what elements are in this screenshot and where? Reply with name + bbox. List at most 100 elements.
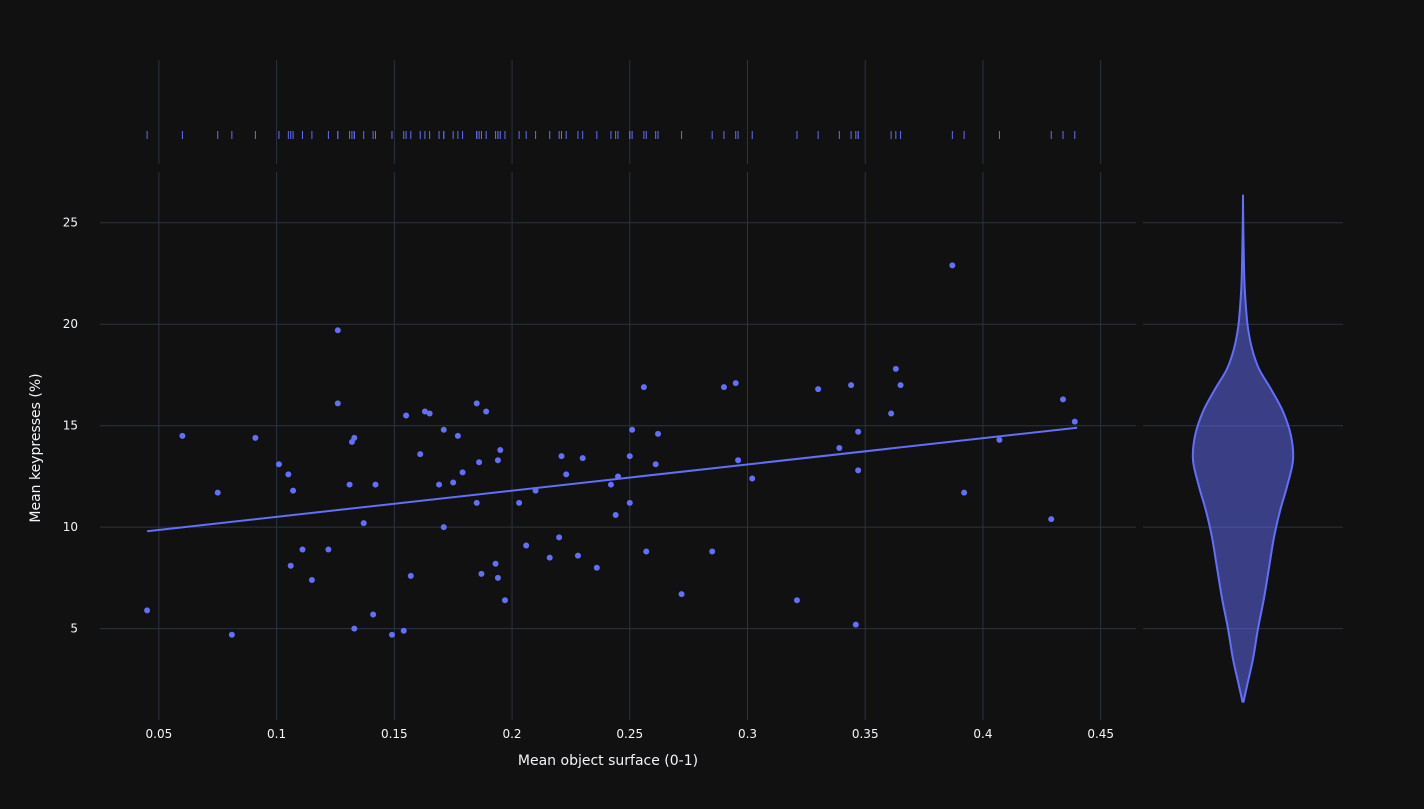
- data-point: [473, 400, 480, 407]
- y-tick-label: 10: [63, 520, 78, 534]
- data-point: [473, 499, 480, 506]
- data-point: [228, 631, 235, 638]
- data-point: [574, 552, 581, 559]
- data-point: [497, 447, 504, 454]
- data-point: [629, 426, 636, 433]
- x-tick-label: 0.2: [502, 727, 521, 741]
- data-point: [426, 410, 433, 417]
- data-point: [501, 597, 508, 604]
- data-point: [556, 534, 563, 541]
- data-point: [678, 591, 685, 598]
- data-point: [351, 434, 358, 441]
- x-tick-label: 0.35: [852, 727, 879, 741]
- data-point: [370, 611, 377, 618]
- y-tick-label: 25: [63, 216, 78, 230]
- data-point: [793, 597, 800, 604]
- data-point: [897, 382, 904, 389]
- points-layer: [144, 262, 1078, 638]
- x-tick-label: 0.05: [146, 727, 173, 741]
- data-point: [440, 426, 447, 433]
- rug-marginal: [146, 131, 1076, 139]
- data-point: [626, 453, 633, 460]
- data-point: [287, 562, 294, 569]
- x-tick-label: 0.1: [267, 727, 286, 741]
- data-point: [492, 560, 499, 567]
- data-point: [735, 457, 742, 464]
- data-point: [436, 481, 443, 488]
- data-point: [516, 499, 523, 506]
- data-point: [494, 457, 501, 464]
- violin-marginal: [1191, 194, 1295, 703]
- trendline-layer: [146, 426, 1078, 533]
- data-point: [478, 570, 485, 577]
- data-point: [643, 548, 650, 555]
- data-point: [351, 625, 358, 632]
- data-point: [400, 627, 407, 634]
- data-point: [1071, 418, 1078, 425]
- data-point: [440, 524, 447, 531]
- data-point: [855, 467, 862, 474]
- data-point: [372, 481, 379, 488]
- data-point: [346, 481, 353, 488]
- data-point: [421, 408, 428, 415]
- data-point: [996, 436, 1003, 443]
- data-point: [836, 445, 843, 452]
- data-point: [579, 455, 586, 462]
- data-point: [334, 400, 341, 407]
- y-axis-title: Mean keypresses (%): [28, 373, 44, 522]
- data-point: [626, 499, 633, 506]
- data-point: [892, 365, 899, 372]
- x-tick-label: 0.15: [381, 727, 408, 741]
- data-point: [815, 386, 822, 393]
- data-point: [961, 489, 968, 496]
- trendline: [146, 426, 1078, 533]
- data-point: [1048, 516, 1055, 523]
- data-point: [285, 471, 292, 478]
- x-axis-title: Mean object surface (0-1): [518, 753, 698, 769]
- x-tick-label: 0.3: [738, 727, 757, 741]
- data-point: [334, 327, 341, 334]
- data-point: [709, 548, 716, 555]
- x-tick-label: 0.45: [1087, 727, 1114, 741]
- data-point: [308, 576, 315, 583]
- data-point: [360, 520, 367, 527]
- data-point: [546, 554, 553, 561]
- x-tick-label: 0.25: [616, 727, 643, 741]
- data-point: [888, 410, 895, 417]
- data-point: [732, 380, 739, 387]
- data-point: [214, 489, 221, 496]
- data-point: [615, 473, 621, 480]
- data-point: [144, 607, 151, 614]
- data-point: [855, 428, 862, 435]
- data-point: [720, 384, 727, 391]
- violin-shape: [1191, 194, 1295, 703]
- axis-layer: 0.05 0.1 0.15 0.2 0.25 0.3 0.35 0.4 0.45 5 10 15 20 2…: [63, 216, 1114, 741]
- data-point: [852, 621, 859, 628]
- data-point: [290, 487, 297, 494]
- x-tick-label: 0.4: [973, 727, 992, 741]
- data-point: [640, 384, 647, 391]
- data-point: [1060, 396, 1067, 403]
- data-point: [454, 432, 461, 439]
- data-point: [417, 451, 424, 458]
- data-point: [325, 546, 332, 553]
- data-point: [652, 461, 659, 468]
- data-point: [179, 432, 186, 439]
- data-point: [459, 469, 466, 476]
- data-point: [252, 434, 259, 441]
- data-point: [450, 479, 457, 486]
- data-point: [848, 382, 855, 389]
- data-point: [388, 631, 395, 638]
- data-point: [275, 461, 282, 468]
- y-tick-label: 15: [63, 419, 78, 433]
- data-point: [593, 564, 600, 571]
- data-point: [558, 453, 565, 460]
- data-point: [299, 546, 306, 553]
- data-point: [494, 574, 501, 581]
- y-tick-label: 5: [70, 622, 78, 636]
- data-point: [407, 572, 414, 579]
- data-point: [655, 430, 662, 437]
- data-point: [749, 475, 756, 482]
